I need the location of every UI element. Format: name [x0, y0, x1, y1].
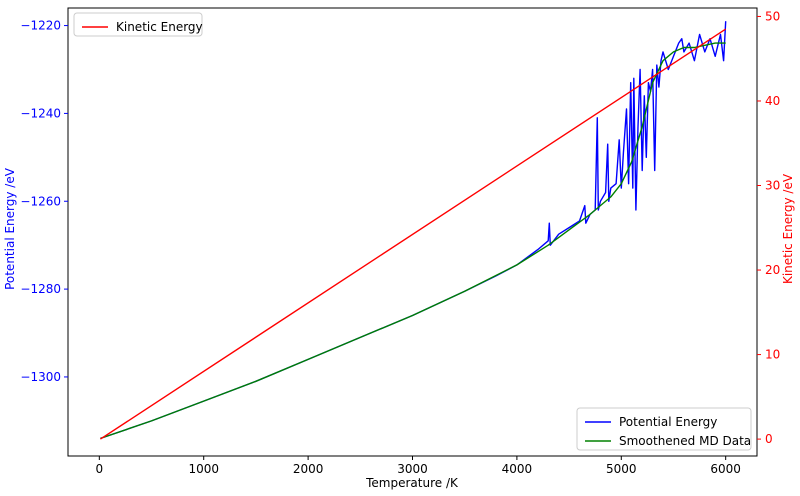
x-tick-label: 1000 — [188, 462, 219, 476]
axes: 0 1000 2000 3000 4000 5000 6000 −1300 −1280 −1260… — [20, 7, 780, 476]
legend-kinetic: Kinetic Energy — [73, 12, 203, 37]
x-tick-label: 5000 — [606, 462, 637, 476]
right-y-axis-title: Kinetic Energy /eV — [781, 173, 795, 284]
kinetic-energy-line — [100, 28, 727, 440]
right-y-tick-label: 50 — [765, 9, 780, 23]
x-tick-label: 4000 — [502, 462, 533, 476]
x-tick-label: 0 — [95, 462, 103, 476]
x-tick-label: 3000 — [397, 462, 428, 476]
legend-label: Smoothened MD Data — [619, 434, 751, 448]
x-axis-title: Temperature /K — [365, 476, 459, 490]
left-y-axis-title: Potential Energy /eV — [3, 167, 17, 290]
legend-label: Kinetic Energy — [116, 20, 203, 34]
right-y-tick-label: 10 — [765, 348, 780, 362]
legend-box — [576, 407, 752, 451]
legend-box — [73, 12, 203, 37]
x-tick-label: 6000 — [710, 462, 741, 476]
left-y-tick-label: −1240 — [20, 106, 61, 120]
right-y-tick-label: 30 — [765, 179, 780, 193]
x-tick-label: 2000 — [293, 462, 324, 476]
right-y-tick-label: 0 — [765, 432, 773, 446]
potential-energy-line — [100, 21, 727, 440]
left-y-tick-label: −1220 — [20, 19, 61, 33]
left-y-tick-label: −1300 — [20, 370, 61, 384]
plot-area — [100, 21, 727, 440]
left-y-tick-label: −1260 — [20, 194, 61, 208]
right-y-tick-label: 20 — [765, 263, 780, 277]
smoothed-md-line — [100, 42, 726, 440]
right-y-tick-label: 40 — [765, 94, 780, 108]
legend-potential: Potential Energy Smoothened MD Data — [576, 407, 752, 451]
plot-frame — [67, 7, 758, 457]
legend-label: Potential Energy — [619, 415, 717, 429]
left-y-tick-label: −1280 — [20, 282, 61, 296]
